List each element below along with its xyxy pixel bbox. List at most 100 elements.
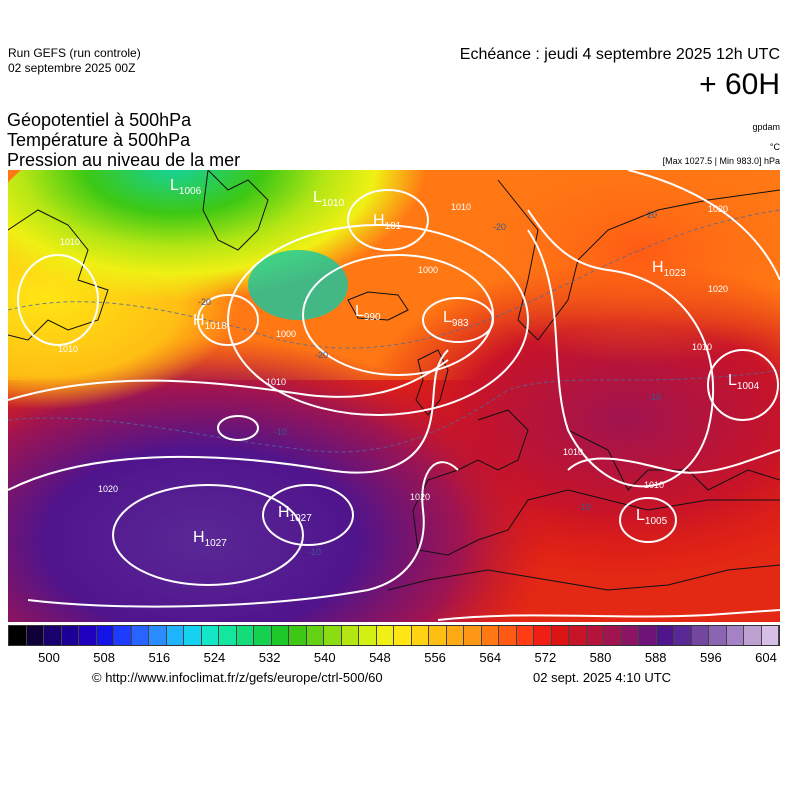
- color-scale-swatch: [254, 626, 272, 645]
- color-scale-swatch: [341, 626, 359, 645]
- pressure-center: L990: [355, 303, 381, 323]
- run-model-label: Run GEFS (run controle): [8, 46, 141, 60]
- color-scale-swatch: [324, 626, 342, 645]
- color-scale-tick: 572: [534, 650, 557, 665]
- isobar-low-1005: [619, 497, 677, 543]
- color-scale-swatch: [289, 626, 307, 645]
- isobar-low-1004: [707, 349, 779, 421]
- color-scale-swatch: [306, 626, 324, 645]
- run-date-label: 02 septembre 2025 00Z: [8, 61, 136, 75]
- isobar-1010-c: [527, 209, 715, 488]
- color-scale-swatch: [96, 626, 114, 645]
- pressure-center: H1027: [193, 529, 227, 549]
- color-scale-tick: 588: [644, 650, 667, 665]
- isobar-1010-d: [567, 449, 780, 474]
- isobar-label: 1010: [644, 480, 664, 490]
- color-scale-swatch: [499, 626, 517, 645]
- color-scale-swatch: [61, 626, 79, 645]
- source-credit: © http://www.infoclimat.fr/z/gefs/europe…: [92, 670, 383, 685]
- map-cold-core: [248, 250, 348, 320]
- color-scale-swatch: [604, 626, 622, 645]
- temperature-label: -10: [648, 392, 661, 402]
- weather-map: L1006 L1010 H101 L990 L983 H1018 H1023 L…: [8, 170, 780, 622]
- color-scale-tick: 580: [589, 650, 612, 665]
- color-scale-swatch: [219, 626, 237, 645]
- isobar-label: 1020: [708, 284, 728, 294]
- color-scale-swatch: [551, 626, 569, 645]
- color-scale-swatch: [569, 626, 587, 645]
- color-scale-swatch: [44, 626, 62, 645]
- color-scale-swatch: [481, 626, 499, 645]
- coast-scandinavia: [497, 179, 780, 341]
- color-scale-swatch: [709, 626, 727, 645]
- pressure-center: L1010: [313, 189, 345, 209]
- color-scale-swatch: [79, 626, 97, 645]
- weather-map-svg: L1006 L1010 H101 L990 L983 H1018 H1023 L…: [8, 170, 780, 622]
- generated-timestamp: 02 sept. 2025 4:10 UTC: [533, 670, 672, 685]
- unit-pressure-range: [Max 1027.5 | Min 983.0] hPa: [662, 156, 780, 166]
- color-scale-swatch: [184, 626, 202, 645]
- color-scale-swatch: [26, 626, 44, 645]
- unit-temperature: °C: [769, 142, 780, 152]
- color-scale-bar: [8, 625, 780, 646]
- coast-north-america: [8, 209, 109, 341]
- isobar-label: 1000: [276, 329, 296, 339]
- param-temperature: Température à 500hPa: [7, 130, 191, 150]
- color-scale-tick: 516: [148, 650, 171, 665]
- temperature-labels: -20 -20 -20 -20 -10 -10 -10 -10: [198, 210, 661, 557]
- color-scale-tick: 524: [203, 650, 226, 665]
- coast-iceland: [347, 291, 409, 321]
- pressure-center: H1027: [278, 504, 312, 524]
- isobar-1020-ne: [627, 170, 780, 281]
- isobar-label: 1010: [692, 342, 712, 352]
- coast-north-africa: [387, 564, 780, 591]
- color-scale-swatch: [376, 626, 394, 645]
- pressure-center: H1023: [652, 259, 686, 279]
- isobar-label: 1010: [563, 447, 583, 457]
- color-scale-tick: 556: [424, 650, 446, 665]
- color-scale-swatch: [744, 626, 762, 645]
- pressure-center: L983: [443, 309, 469, 329]
- isobar-label: 1010: [58, 344, 78, 354]
- color-scale-swatch: [446, 626, 464, 645]
- color-scale-swatch: [9, 626, 27, 645]
- color-scale-ticks: 500 508 516 524 532 540 548 556 564 572 580 588 596 6…: [0, 650, 788, 666]
- isobar-labels: 1010 1010 1010 1000 1000 1010 1010 1020 …: [58, 202, 728, 502]
- color-scale-swatch: [586, 626, 604, 645]
- isobar-1020-sw: [112, 484, 304, 586]
- color-scale-swatch: [394, 626, 412, 645]
- color-scale-swatch: [411, 626, 429, 645]
- isobar-1010-b: [8, 359, 449, 401]
- temperature-label: -20: [493, 222, 506, 232]
- color-scale-swatch: [271, 626, 289, 645]
- isobar-1020-south: [437, 609, 780, 621]
- color-scale-swatch: [656, 626, 674, 645]
- pressure-center: L1006: [170, 177, 202, 197]
- color-scale-swatch: [114, 626, 132, 645]
- color-scale-tick: 604: [755, 650, 777, 665]
- color-scale-tick: 500: [38, 650, 60, 665]
- isobar-label: 1020: [708, 204, 728, 214]
- color-scale-tick: 548: [369, 650, 391, 665]
- temperature-label: -10: [274, 427, 287, 437]
- pressure-centers: L1006 L1010 H101 L990 L983 H1018 H1023 L…: [170, 177, 760, 549]
- isobar-label: 1000: [418, 265, 438, 275]
- isobar-1020-b: [27, 461, 459, 608]
- color-scale-swatch: [131, 626, 149, 645]
- color-scale-swatch: [639, 626, 657, 645]
- temperature-label: -10: [308, 547, 321, 557]
- isobar-1027: [262, 484, 354, 546]
- isobar-1000: [302, 254, 494, 376]
- color-scale-swatch: [691, 626, 709, 645]
- color-scale-swatch: [534, 626, 552, 645]
- color-scale-tick: 564: [479, 650, 502, 665]
- color-scale-swatch: [166, 626, 184, 645]
- isobar-label: 1010: [266, 377, 286, 387]
- temperature-isolines: [8, 209, 780, 453]
- isobar-1010: [227, 224, 529, 416]
- isobar-label: 1020: [410, 492, 430, 502]
- temperature-label: -20: [198, 297, 211, 307]
- color-scale-swatch: [429, 626, 447, 645]
- lead-time-label: + 60H: [699, 68, 780, 101]
- temperature-label: -20: [315, 350, 328, 360]
